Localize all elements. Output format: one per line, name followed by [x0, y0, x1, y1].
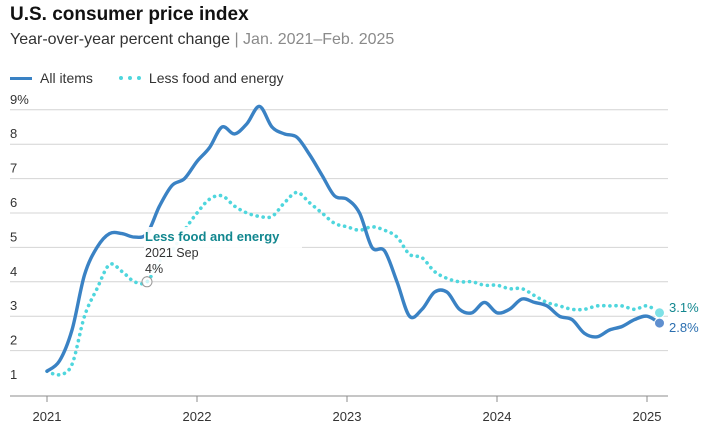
annotation-marker	[141, 276, 153, 288]
legend-label-all-items: All items	[40, 70, 93, 86]
annotation-series-label: Less food and energy	[145, 229, 280, 244]
gridlines	[10, 109, 668, 352]
chart-subtitle: Year-over-year percent change | Jan. 202…	[10, 31, 394, 49]
annotation-date: 2021 Sep	[145, 246, 199, 260]
annotation: Less food and energy 2021 Sep 4%	[141, 227, 302, 288]
subtitle-main: Year-over-year percent change	[10, 31, 230, 48]
y-tick-label: 9%	[10, 92, 29, 107]
end-label-less-food-and-energy: 3.1%	[669, 300, 699, 315]
x-tick-label: 2023	[333, 409, 362, 424]
legend-item-all-items[interactable]: All items	[10, 70, 93, 86]
y-tick-label: 3	[10, 298, 17, 313]
legend-swatch-all-items	[10, 76, 32, 80]
end-label-all-items: 2.8%	[669, 320, 699, 335]
legend-label-less-food-and-energy: Less food and energy	[148, 70, 284, 86]
chart-legend: All items Less food and energy	[10, 70, 310, 86]
y-axis-tick-labels: 1 2 3 4 5 6 7 8 9%	[10, 92, 29, 382]
end-marker-all-items	[654, 317, 665, 329]
legend-swatch-less-food-and-energy	[118, 76, 141, 80]
x-tick-label: 2021	[33, 409, 62, 424]
chart-title: U.S. consumer price index	[10, 4, 249, 25]
series-line-less-food-and-energy	[45, 190, 662, 377]
end-markers: 3.1% 2.8%	[654, 300, 699, 335]
x-tick-label: 2022	[183, 409, 212, 424]
series-line-all-items	[45, 104, 662, 373]
subtitle-range: Jan. 2021–Feb. 2025	[243, 31, 395, 48]
end-marker-less-food-and-energy	[654, 307, 665, 319]
series-lines	[45, 104, 662, 377]
y-tick-label: 4	[10, 264, 17, 279]
y-tick-label: 7	[10, 161, 17, 176]
y-tick-label: 5	[10, 229, 17, 244]
annotation-backdrop	[144, 227, 302, 275]
legend-item-less-food-and-energy[interactable]: Less food and energy	[118, 70, 284, 86]
annotation-value: 4%	[145, 262, 163, 276]
y-tick-label: 2	[10, 333, 17, 348]
subtitle-separator: |	[234, 31, 239, 48]
y-tick-label: 8	[10, 126, 17, 141]
y-tick-label: 6	[10, 195, 17, 210]
y-tick-label: 1	[10, 367, 17, 382]
x-tick-label: 2025	[633, 409, 662, 424]
x-axis-ticks: 2021 2022 2023 2024 2025	[33, 396, 662, 424]
x-tick-label: 2024	[483, 409, 512, 424]
